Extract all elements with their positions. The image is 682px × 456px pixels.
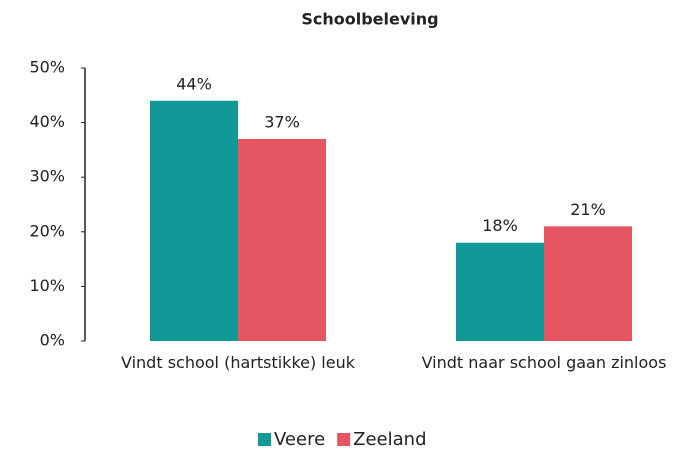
value-label: 37% <box>264 112 300 131</box>
y-tick-label: 50% <box>29 58 65 77</box>
y-tick-label: 40% <box>29 112 65 131</box>
value-label: 18% <box>482 216 518 235</box>
legend-swatch <box>258 433 271 446</box>
y-tick-label: 10% <box>29 276 65 295</box>
bar <box>544 226 632 341</box>
legend-label: Veere <box>274 429 325 450</box>
value-label: 21% <box>570 200 606 219</box>
x-tick-label: Vindt naar school gaan zinloos <box>421 353 667 372</box>
bar <box>150 100 238 341</box>
y-tick-label: 0% <box>40 331 65 350</box>
chart-title: Schoolbeleving <box>301 10 438 29</box>
bar <box>238 138 326 341</box>
legend-swatch <box>337 433 351 446</box>
legend-label: Zeeland <box>353 429 426 450</box>
x-tick-label: Vindt school (hartstikke) leuk <box>121 353 355 372</box>
bar <box>456 242 544 341</box>
value-label: 44% <box>176 74 212 93</box>
y-tick-label: 30% <box>29 167 65 186</box>
y-tick-label: 20% <box>29 221 65 240</box>
